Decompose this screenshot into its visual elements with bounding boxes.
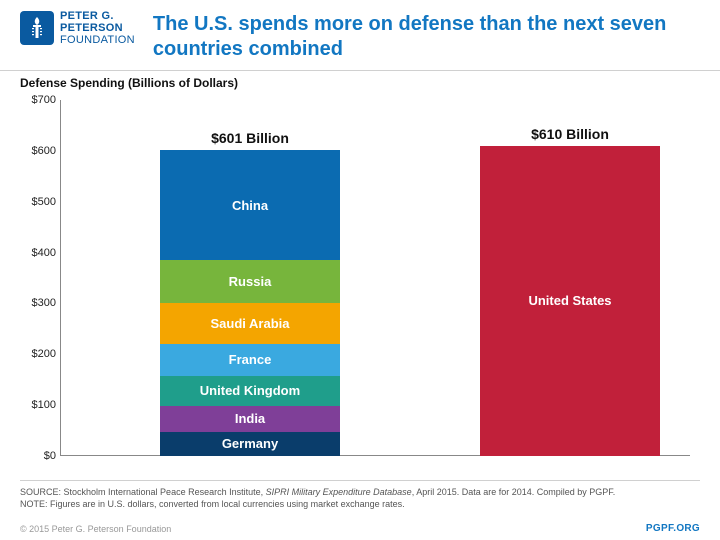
chart-title: The U.S. spends more on defense than the… [153,10,673,62]
source-line: SOURCE: Stockholm International Peace Re… [20,486,700,498]
bar-segment: India [160,406,340,431]
org-name: PETER G. PETERSON FOUNDATION [60,10,135,46]
site-url: PGPF.ORG [646,523,700,534]
bar-segment: United States [480,146,660,456]
y-tick-label: $400 [16,247,56,259]
y-tick-label: $0 [16,450,56,462]
bar-total-label: $601 Billion [160,130,340,146]
source-italic: SIPRI Military Expenditure Database [266,487,412,497]
source-prefix: SOURCE: Stockholm International Peace Re… [20,487,266,497]
bar-segment: United Kingdom [160,376,340,407]
y-tick-label: $100 [16,399,56,411]
y-tick-label: $200 [16,348,56,360]
bar-total-label: $610 Billion [480,126,660,142]
y-axis-label: Defense Spending (Billions of Dollars) [20,76,238,90]
torch-icon [20,11,54,45]
source-suffix: , April 2015. Data are for 2014. Compile… [412,487,616,497]
bar-segment: China [160,150,340,260]
bar-segment: Saudi Arabia [160,303,340,344]
y-tick-label: $300 [16,297,56,309]
footer-notes: SOURCE: Stockholm International Peace Re… [20,480,700,510]
copyright: © 2015 Peter G. Peterson Foundation [20,524,171,534]
header: PETER G. PETERSON FOUNDATION The U.S. sp… [0,0,720,71]
y-tick-label: $600 [16,145,56,157]
note-line: NOTE: Figures are in U.S. dollars, conve… [20,498,700,510]
chart-area: $0$100$200$300$400$500$600$700GermanyInd… [20,94,700,474]
org-name-line1: PETER G. [60,10,135,22]
org-name-line3: FOUNDATION [60,34,135,46]
bar-segment: France [160,344,340,376]
bar-segment: Germany [160,432,340,456]
bar-segment: Russia [160,260,340,303]
y-tick-label: $500 [16,196,56,208]
org-logo: PETER G. PETERSON FOUNDATION [20,10,135,46]
bar-group: GermanyIndiaUnited KingdomFranceSaudi Ar… [160,150,340,456]
org-name-line2: PETERSON [60,22,135,34]
bar-group: United States [480,146,660,456]
y-tick-label: $700 [16,94,56,106]
